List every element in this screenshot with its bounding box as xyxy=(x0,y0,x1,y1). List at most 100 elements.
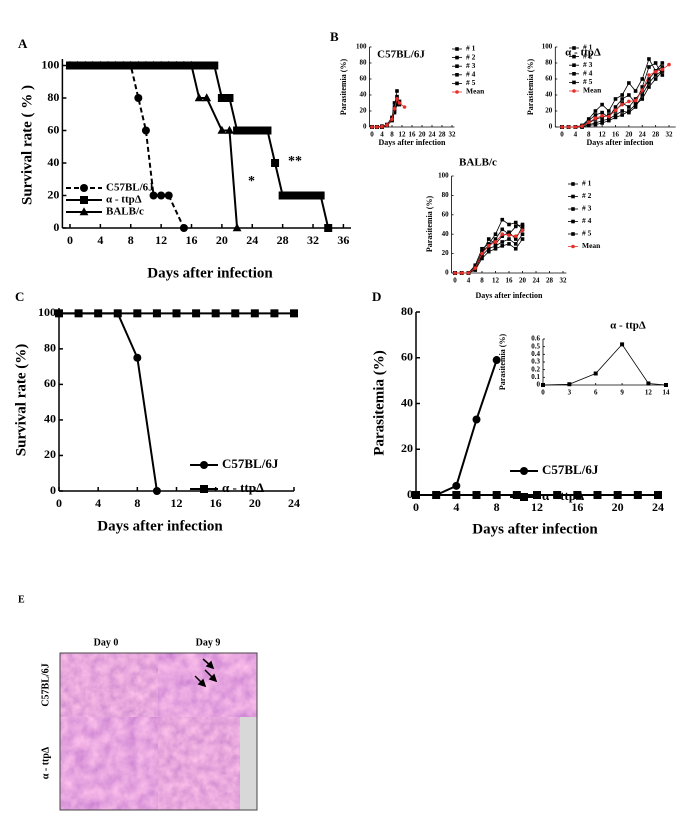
data-point xyxy=(480,249,484,254)
data-point xyxy=(480,246,484,251)
data-point xyxy=(80,60,90,69)
legend-marker xyxy=(571,232,575,236)
data-point xyxy=(600,121,604,125)
legend-marker xyxy=(572,89,576,93)
data-point xyxy=(385,123,389,127)
x-tick-label: 28 xyxy=(439,130,447,138)
x-axis-label: Days after infection xyxy=(97,518,223,534)
x-tick-label: 24 xyxy=(639,130,647,138)
legend-label: # 3 xyxy=(582,204,592,213)
y-tick-label: 20 xyxy=(44,447,56,461)
data-point xyxy=(290,309,298,318)
data-point xyxy=(520,228,525,233)
data-point xyxy=(627,105,631,109)
data-point xyxy=(513,234,518,238)
x-tick-label: 4 xyxy=(97,233,103,247)
data-point xyxy=(392,101,397,105)
y-tick-label: 40 xyxy=(401,395,413,409)
series-line xyxy=(59,312,158,492)
data-point xyxy=(171,60,181,69)
data-point xyxy=(397,101,402,105)
data-point xyxy=(233,126,242,135)
data-point xyxy=(286,191,295,200)
data-point xyxy=(293,191,302,200)
y-axis-label: Parasitemia (%) xyxy=(498,334,507,391)
x-tick-label: 0 xyxy=(453,276,457,284)
x-tick-label: 8 xyxy=(480,276,484,284)
x-tick-label: 16 xyxy=(186,233,198,247)
data-point xyxy=(217,125,227,134)
legend-marker xyxy=(571,219,575,224)
data-point xyxy=(232,223,242,232)
data-point xyxy=(375,125,379,129)
arrow-head xyxy=(205,660,215,670)
data-point xyxy=(586,123,591,128)
data-point xyxy=(192,309,201,318)
legend-marker xyxy=(455,47,459,51)
legend-label: α - ttpΔ xyxy=(222,480,264,495)
data-point xyxy=(620,109,624,113)
x-tick-label: 12 xyxy=(645,388,653,396)
row-label: C57BL/6J xyxy=(40,663,51,706)
y-tick-label: 80 xyxy=(47,90,59,104)
y-tick-label: 0.3 xyxy=(531,358,540,366)
panel-label: B xyxy=(330,29,339,44)
legend-marker xyxy=(455,64,459,68)
data-point xyxy=(473,263,478,268)
data-point xyxy=(500,240,505,244)
data-point xyxy=(627,93,631,97)
data-point xyxy=(187,60,196,69)
data-point xyxy=(533,491,541,499)
y-axis-label: Survival rate ( % ) xyxy=(19,85,35,205)
chart-title: C57BL/6J xyxy=(377,49,425,61)
legend-marker xyxy=(572,54,576,59)
x-tick-label: 0 xyxy=(370,130,374,138)
x-tick-label: 8 xyxy=(128,233,134,247)
data-point xyxy=(633,98,638,103)
x-tick-label: 0 xyxy=(56,496,62,510)
data-point xyxy=(600,118,604,123)
data-point xyxy=(613,113,618,117)
series-line xyxy=(542,343,667,386)
data-point xyxy=(520,232,525,236)
data-point xyxy=(647,57,651,61)
data-point xyxy=(660,67,665,72)
legend-label: # 1 xyxy=(583,43,593,52)
data-point xyxy=(573,491,582,499)
data-point xyxy=(149,191,158,200)
legend-marker xyxy=(455,90,459,94)
data-point xyxy=(500,244,505,248)
data-point xyxy=(395,102,399,107)
data-point xyxy=(492,491,501,499)
data-point xyxy=(566,125,571,129)
x-axis-label: Days after infection xyxy=(476,291,544,300)
data-point xyxy=(653,73,658,77)
data-point xyxy=(513,224,518,229)
data-point xyxy=(210,61,219,70)
arrow-head xyxy=(208,673,218,683)
data-point xyxy=(164,191,173,200)
data-point xyxy=(513,246,518,251)
data-point xyxy=(392,110,397,115)
y-tick-label: 100 xyxy=(41,57,59,71)
data-point xyxy=(613,115,618,120)
y-tick-label: 0 xyxy=(537,381,541,389)
y-tick-label: 60 xyxy=(442,210,450,218)
data-point xyxy=(248,126,257,135)
y-tick-label: 0.6 xyxy=(531,335,540,343)
data-point xyxy=(316,191,325,200)
data-point xyxy=(667,62,671,67)
legend-marker xyxy=(520,493,528,501)
x-axis-label: Days after infection xyxy=(379,138,447,147)
y-tick-label: 0 xyxy=(407,487,413,501)
legend-label: # 5 xyxy=(582,229,592,238)
x-tick-label: 8 xyxy=(587,130,591,138)
legend-marker xyxy=(200,485,208,493)
x-tick-label: 32 xyxy=(449,130,457,138)
data-point xyxy=(653,61,658,65)
x-tick-label: 20 xyxy=(612,500,624,514)
data-point xyxy=(627,109,631,113)
y-axis-label: Parasitemia (%) xyxy=(425,196,434,253)
legend-marker xyxy=(520,467,528,475)
x-tick-label: 12 xyxy=(492,276,500,284)
